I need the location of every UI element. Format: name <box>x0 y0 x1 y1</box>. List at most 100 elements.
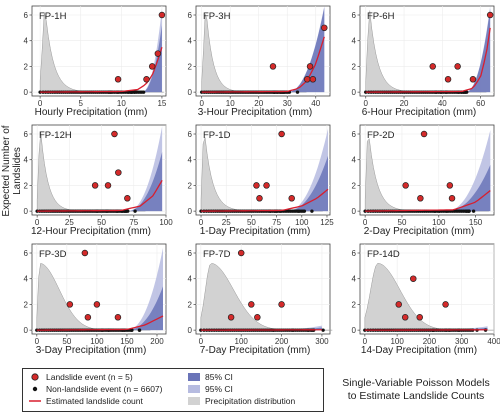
figure-title: Single-Variable Poisson Models to Estima… <box>336 377 496 403</box>
landslide-point <box>429 63 436 70</box>
y-tick-label: 0 <box>352 207 357 216</box>
nonlandslide-point <box>296 209 301 213</box>
x-tick-label: 200 <box>275 337 289 346</box>
x-tick-label: 75 <box>129 218 138 227</box>
landslide-point <box>227 314 235 321</box>
legend-label: 85% CI <box>205 372 233 382</box>
ci85-band <box>141 25 162 93</box>
x-tick-label: 0 <box>199 337 204 346</box>
panel-plot: 0 2 4 6 0 5 10 15 FP-1H <box>24 5 167 108</box>
x-tick-label: 100 <box>390 337 404 346</box>
panel-title: FP-14D <box>367 249 400 260</box>
chart-panel: 0 2 4 6 0 5 10 15 FP-1H Hourly Precipitation (mm) <box>20 2 170 120</box>
x-axis-label: 3-Day Precipitation (mm) <box>35 345 147 356</box>
y-tick-label: 2 <box>352 62 357 71</box>
x-axis-label: 12-Hour Precipitation (mm) <box>30 226 152 237</box>
nonlandslide-point <box>35 328 39 332</box>
y-tick-label: 4 <box>24 156 29 165</box>
grey-area-icon <box>188 396 200 406</box>
landslide-point <box>114 314 122 321</box>
y-tick-label: 0 <box>188 326 193 335</box>
x-tick-label: 100 <box>235 337 249 346</box>
landslide-point <box>253 182 260 189</box>
y-tick-label: 0 <box>188 88 193 97</box>
landslide-point <box>143 76 150 83</box>
figure-title-line2: to Estimate Landslide Counts <box>347 390 485 402</box>
landslide-point <box>410 275 417 282</box>
ci85-band <box>126 286 163 331</box>
y-tick-label: 4 <box>188 156 193 165</box>
landslide-point <box>91 182 99 189</box>
y-tick-label: 2 <box>352 300 357 309</box>
panel-title: FP-6H <box>367 11 395 22</box>
x-axis-label: 6-Hour Precipitation (mm) <box>361 107 477 118</box>
landslide-point <box>306 63 314 70</box>
y-tick-label: 4 <box>352 37 357 46</box>
black-dot-icon <box>29 384 41 394</box>
panel-title: FP-3H <box>203 11 231 22</box>
estimated-count-line <box>40 46 163 93</box>
nonlandslide-point <box>466 209 471 213</box>
estimated-count-line <box>365 190 491 212</box>
chart-panel: 0 2 4 6 0 50 100 150 200 FP-3D 3-Day Precipitation… <box>20 240 170 358</box>
y-tick-label: 2 <box>188 181 193 190</box>
y-tick-label: 2 <box>24 62 29 71</box>
legend-label: Precipitation distribution <box>205 396 296 406</box>
landslide-point <box>420 130 428 138</box>
landslide-point <box>237 249 245 257</box>
x-tick-label: 100 <box>432 218 446 227</box>
panel-title: FP-7D <box>203 249 231 260</box>
x-tick-label: 25 <box>222 218 231 227</box>
nonlandslide-point <box>471 209 476 213</box>
x-tick-label: 0 <box>35 337 40 346</box>
y-tick-label: 0 <box>24 326 29 335</box>
x-tick-label: 0 <box>199 99 204 108</box>
nonlandslide-point <box>141 90 146 94</box>
x-tick-label: 150 <box>469 218 483 227</box>
landslide-point <box>448 195 456 202</box>
legend-item-nonlandslide: Non-landslide event (n = 6607) <box>29 384 162 394</box>
y-tick-label: 0 <box>188 207 193 216</box>
landslide-point <box>115 169 122 176</box>
landslide-point <box>417 195 424 202</box>
nonlandslide-point <box>35 209 39 213</box>
landslide-point <box>66 301 74 308</box>
ci85-band <box>127 152 163 212</box>
landslide-point <box>469 76 477 83</box>
landslide-point <box>254 314 261 321</box>
nonlandslide-point <box>295 90 300 94</box>
red-circle-icon <box>29 372 41 382</box>
y-tick-label: 4 <box>352 156 357 165</box>
panel-title: FP-12H <box>39 130 72 141</box>
nonlandslide-point <box>363 328 367 332</box>
nonlandslide-point <box>38 90 42 94</box>
x-tick-label: 40 <box>311 99 320 108</box>
y-tick-label: 4 <box>188 37 193 46</box>
x-tick-label: 30 <box>283 99 292 108</box>
figure-title-line1: Single-Variable Poisson Models <box>342 377 490 389</box>
x-tick-label: 100 <box>90 337 104 346</box>
landslide-point <box>154 50 162 57</box>
legend-item-distribution: Precipitation distribution <box>188 396 295 406</box>
panel-title: FP-2D <box>367 130 395 141</box>
y-tick-label: 6 <box>352 11 357 20</box>
x-axis-label: 7-Day Precipitation (mm) <box>199 345 311 356</box>
x-tick-label: 100 <box>159 218 173 227</box>
landslide-point <box>104 182 112 189</box>
y-tick-label: 4 <box>188 275 193 284</box>
legend-item-ci95: 95% CI <box>188 384 233 394</box>
y-tick-label: 6 <box>24 130 29 139</box>
panel-title: FP-1D <box>203 130 231 141</box>
x-tick-label: 400 <box>487 337 500 346</box>
y-tick-label: 6 <box>188 130 193 139</box>
legend-label: 95% CI <box>205 384 233 394</box>
estimated-count-line <box>365 27 491 93</box>
landslide-point <box>278 130 285 138</box>
x-tick-label: 5 <box>79 99 84 108</box>
legend-item-estimate: Estimated landslide count <box>29 396 143 406</box>
landslide-point <box>93 301 101 308</box>
landslide-point <box>278 301 285 308</box>
red-line-icon <box>29 396 41 406</box>
legend-label: Non-landslide event (n = 6607) <box>46 384 163 394</box>
